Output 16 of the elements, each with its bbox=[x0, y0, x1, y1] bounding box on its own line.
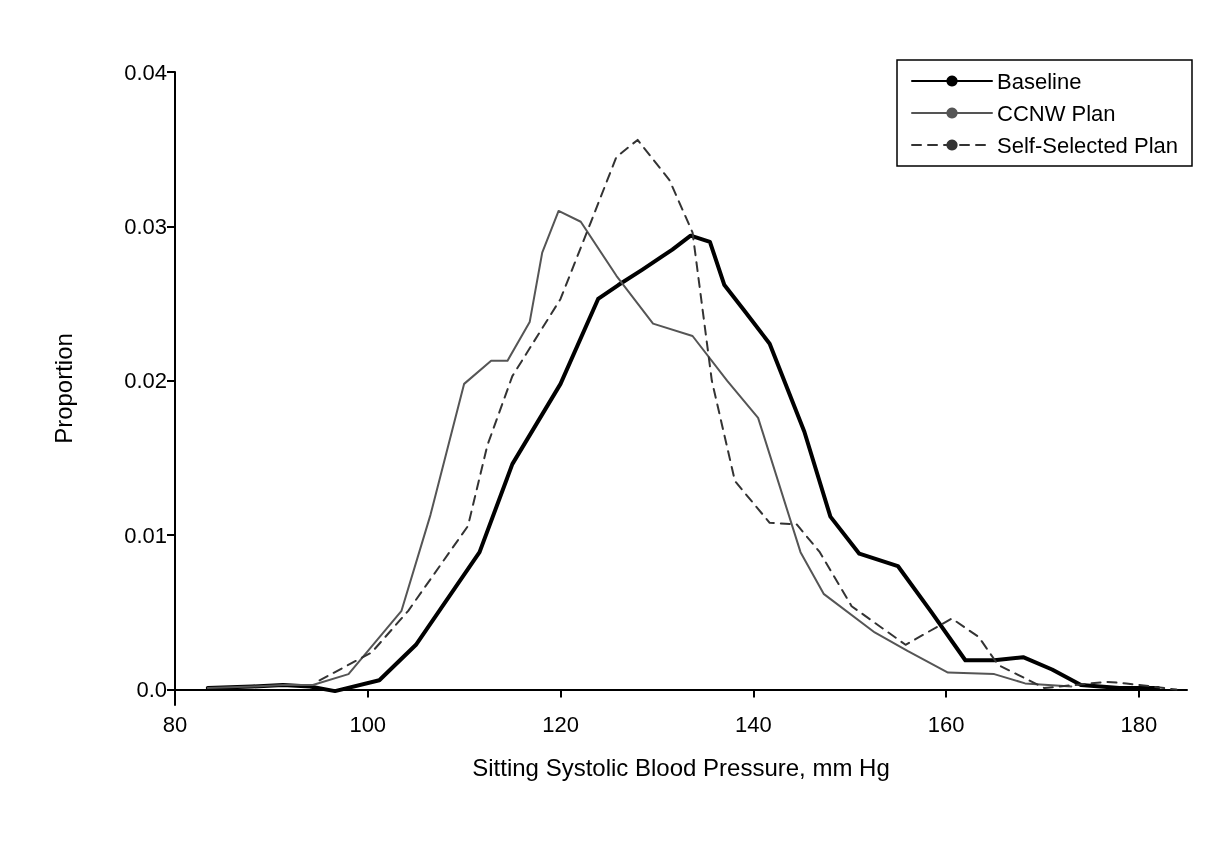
y-tick-label: 0.04 bbox=[124, 59, 167, 85]
legend-label: Baseline bbox=[997, 68, 1082, 94]
x-tick-label: 160 bbox=[927, 711, 965, 737]
y-tick-label: 0.03 bbox=[124, 213, 167, 239]
y-tick-label: 0.01 bbox=[124, 522, 167, 548]
legend-label: Self-Selected Plan bbox=[997, 132, 1178, 158]
x-tick-label: 180 bbox=[1120, 711, 1158, 737]
x-axis-title: Sitting Systolic Blood Pressure, mm Hg bbox=[472, 753, 890, 781]
y-tick-label: 0.0 bbox=[136, 677, 167, 703]
y-tick-label: 0.02 bbox=[124, 368, 167, 394]
x-tick-label: 100 bbox=[349, 711, 387, 737]
x-tick-label: 80 bbox=[162, 711, 188, 737]
x-tick-label: 120 bbox=[542, 711, 579, 737]
legend-label: CCNW Plan bbox=[997, 100, 1116, 126]
y-axis-title: Proportion bbox=[49, 333, 77, 444]
x-tick-label: 140 bbox=[734, 711, 772, 737]
